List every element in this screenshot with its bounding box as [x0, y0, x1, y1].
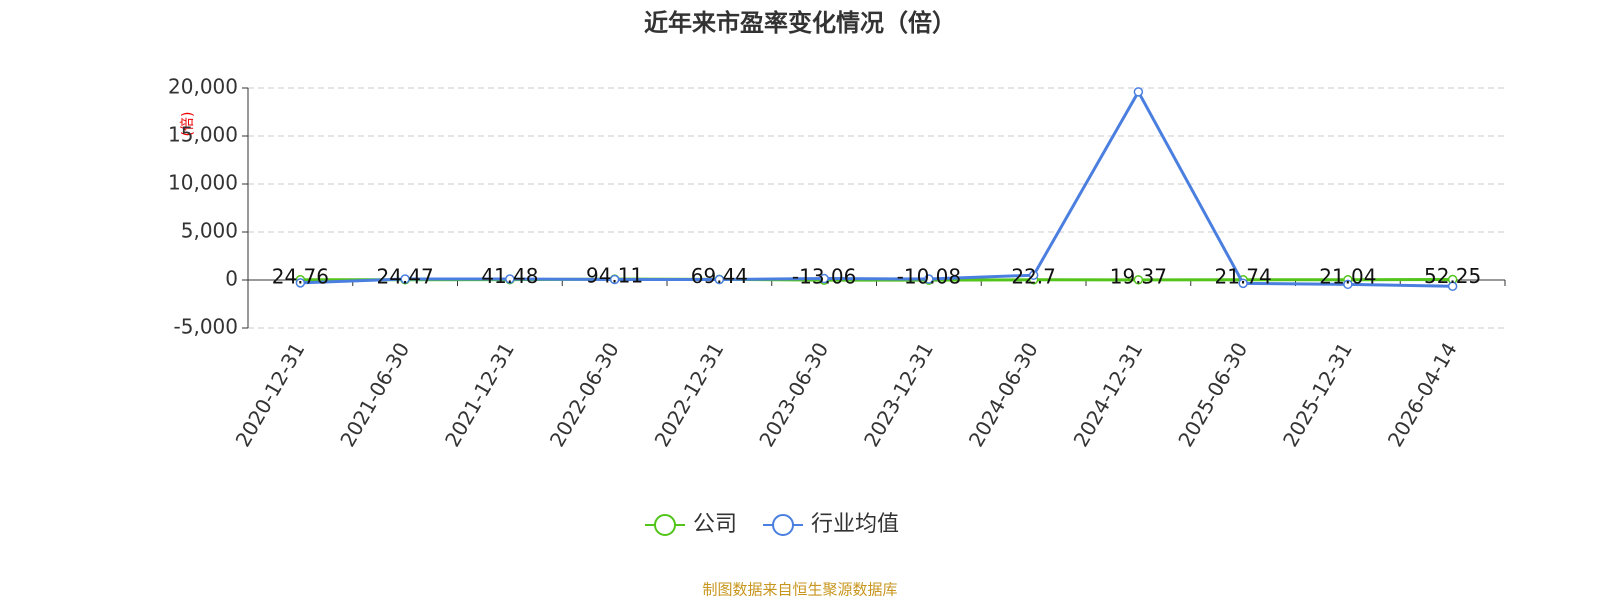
data-point: [714, 274, 725, 285]
y-axis-label: (倍): [180, 112, 196, 137]
data-label: -10.08: [897, 265, 961, 289]
x-tick-label: 2026-04-14: [1383, 338, 1462, 451]
data-point: [1133, 87, 1144, 97]
legend-marker: [772, 514, 795, 536]
data-label: 21.74: [1214, 264, 1271, 288]
data-point: [1028, 270, 1039, 280]
y-tick-label: -5,000: [174, 315, 238, 339]
data-label: 21.04: [1319, 264, 1376, 288]
data-label: 24.47: [376, 264, 433, 288]
x-tick-label: 2022-12-31: [650, 338, 729, 451]
y-tick-label: 15,000: [168, 123, 238, 147]
data-label: 94.11: [586, 264, 643, 288]
data-point: [819, 273, 829, 284]
data-point: [1133, 275, 1144, 285]
x-tick-label: 2020-12-31: [231, 338, 310, 451]
chart-title: 近年来市盈率变化情况（倍）: [644, 9, 956, 37]
legend-label: 公司: [693, 512, 737, 537]
data-label: -13.06: [792, 265, 856, 289]
source-note: 制图数据来自恒生聚源数据库: [702, 581, 897, 599]
x-tick-label: 2025-12-31: [1278, 338, 1357, 451]
data-label: 52.25: [1424, 264, 1481, 288]
x-tick-label: 2023-12-31: [859, 338, 938, 451]
data-point: [295, 278, 306, 288]
data-label: 69.44: [691, 264, 748, 288]
data-label: 41.48: [481, 264, 538, 288]
x-tick-label: 2025-06-30: [1173, 338, 1252, 451]
data-point: [1238, 278, 1248, 289]
data-point: [609, 274, 620, 285]
x-tick-label: 2022-06-30: [545, 338, 624, 451]
y-tick-label: 5,000: [181, 219, 238, 243]
y-tick-label: 20,000: [168, 75, 238, 99]
legend-label: 行业均值: [811, 512, 899, 537]
data-point: [400, 274, 410, 284]
data-point: [1447, 281, 1458, 291]
data-point: [924, 274, 934, 284]
data-label: 19.37: [1110, 264, 1167, 288]
y-tick-label: 10,000: [168, 171, 238, 195]
series-line: [300, 88, 1453, 288]
x-tick-label: 2023-06-30: [754, 338, 833, 451]
data-label: 22.7: [1011, 264, 1056, 288]
x-tick-label: 2024-12-31: [1069, 338, 1148, 451]
data-label: 24.76: [272, 264, 329, 288]
data-point: [505, 274, 515, 284]
x-tick-label: 2024-06-30: [964, 338, 1043, 451]
y-tick-label: 0: [225, 267, 238, 291]
legend-marker: [654, 514, 676, 536]
x-tick-label: 2021-12-31: [440, 338, 519, 451]
data-point: [1343, 279, 1353, 290]
x-tick-label: 2021-06-30: [335, 338, 414, 451]
